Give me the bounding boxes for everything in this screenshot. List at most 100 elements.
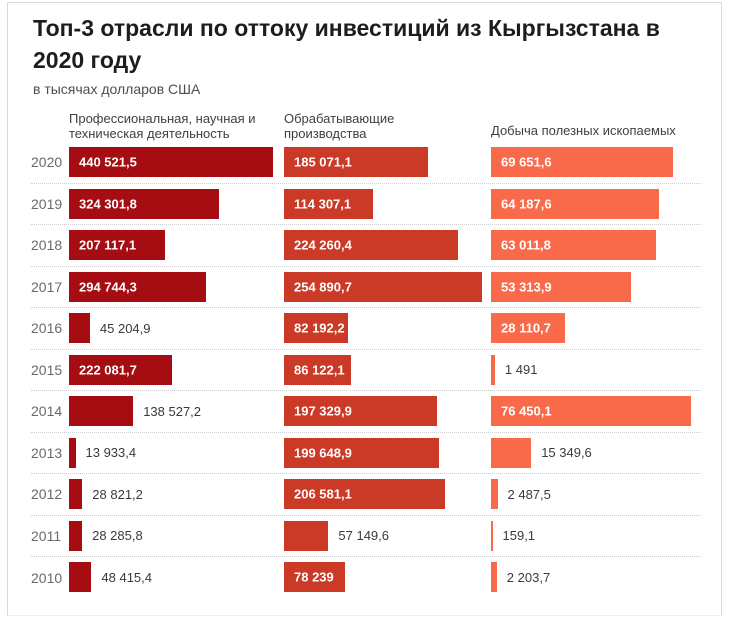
bar: 254 890,7 (284, 271, 482, 302)
value-label: 57 149,6 (338, 528, 389, 543)
bar: 199 648,9 (284, 437, 440, 468)
chart-row-2019: 2019 324 301,8 114 307,1 64 187,6 (31, 184, 701, 225)
value-label: 28 110,7 (501, 320, 551, 336)
bar (491, 562, 497, 592)
year-label: 2012 (31, 486, 63, 503)
value-label: 185 071,1 (294, 154, 352, 170)
value-label: 222 081,7 (79, 362, 137, 377)
chart-row-2010: 2010 48 415,4 78 239 2 203,7 (31, 557, 701, 599)
bar-cell: 15 349,6 (491, 437, 592, 468)
value-label: 254 890,7 (294, 279, 352, 294)
value-label: 206 581,1 (294, 486, 352, 502)
value-label: 15 349,6 (541, 445, 592, 460)
bar: 222 081,7 (69, 354, 172, 385)
bar: 78 239 (284, 562, 345, 592)
bar (69, 562, 92, 592)
column-header-manufacturing: Обрабатывающие производства (284, 111, 395, 141)
bar-cell: 82 192,2 (284, 313, 348, 343)
bar-cell: 159,1 (491, 520, 535, 551)
bar: 224 260,4 (284, 230, 459, 260)
bar: 324 301,8 (69, 188, 220, 219)
bar-cell: 28 285,8 (69, 520, 143, 551)
bar-cell: 13 933,4 (69, 437, 137, 468)
bar-cell: 197 329,9 (284, 396, 438, 426)
year-label: 2014 (31, 403, 63, 420)
bar-cell: 57 149,6 (284, 520, 389, 551)
value-label: 1 491 (504, 362, 538, 377)
bar-cell: 222 081,7 (69, 354, 172, 385)
value-label: 294 744,3 (79, 279, 137, 294)
bar-cell: 48 415,4 (69, 562, 152, 592)
bar-cell: 2 203,7 (491, 562, 550, 592)
bar: 185 071,1 (284, 147, 428, 177)
value-label: 440 521,5 (79, 154, 137, 170)
bar: 63 011,8 (491, 230, 656, 260)
bar: 197 329,9 (284, 396, 438, 426)
bar-cell: 224 260,4 (284, 230, 459, 260)
bar-cell: 63 011,8 (491, 230, 656, 260)
bar-cell: 254 890,7 (284, 271, 482, 302)
year-label: 2020 (31, 154, 63, 171)
bar-cell: 28 821,2 (69, 479, 143, 509)
value-label: 63 011,8 (501, 237, 551, 253)
value-label: 53 313,9 (501, 279, 552, 294)
bar-cell: 440 521,5 (69, 147, 273, 177)
bar-cell: 64 187,6 (491, 188, 659, 219)
value-label: 138 527,2 (143, 403, 202, 419)
value-label: 45 204,9 (99, 320, 151, 336)
bar-cell: 199 648,9 (284, 437, 440, 468)
bar-cell: 86 122,1 (284, 354, 351, 385)
value-label: 224 260,4 (294, 237, 352, 253)
bar: 64 187,6 (491, 188, 659, 219)
value-label: 82 192,2 (294, 320, 345, 336)
bar: 206 581,1 (284, 479, 445, 509)
bar (491, 354, 495, 385)
bar: 86 122,1 (284, 354, 351, 385)
chart-title: Топ-3 отрасли по оттоку инвестиций из Кы… (33, 15, 660, 73)
bar (69, 437, 76, 468)
chart-row-2017: 2017 294 744,3 254 890,7 53 313,9 (31, 267, 701, 308)
chart-subtitle: в тысячах долларов США (33, 81, 201, 97)
bar (491, 520, 493, 551)
value-label: 69 651,6 (501, 154, 552, 170)
bar-cell: 207 117,1 (69, 230, 165, 260)
value-label: 13 933,4 (85, 445, 137, 460)
bar (69, 520, 83, 551)
bar (491, 479, 498, 509)
year-label: 2019 (31, 195, 63, 212)
value-label: 86 122,1 (294, 362, 345, 377)
value-label: 207 117,1 (79, 237, 137, 253)
bar-cell: 78 239 (284, 562, 345, 592)
bar: 28 110,7 (491, 313, 565, 343)
chart-row-2018: 2018 207 117,1 224 260,4 63 011,8 (31, 225, 701, 267)
value-label: 2 203,7 (506, 569, 551, 585)
chart-row-2011: 2011 28 285,8 57 149,6 159,1 (31, 516, 701, 557)
bar-cell: 206 581,1 (284, 479, 445, 509)
chart-row-2020: 2020 440 521,5 185 071,1 69 651,6 (31, 142, 701, 184)
bar: 207 117,1 (69, 230, 165, 260)
bar-cell: 1 491 (491, 354, 538, 385)
column-headers: Профессиональная, научная и техническая … (69, 103, 714, 141)
year-label: 2013 (31, 444, 63, 461)
bar-cell: 2 487,5 (491, 479, 551, 509)
value-label: 197 329,9 (294, 403, 352, 419)
value-label: 324 301,8 (79, 196, 137, 211)
year-label: 2010 (31, 569, 63, 586)
value-label: 2 487,5 (507, 486, 551, 502)
bar: 82 192,2 (284, 313, 348, 343)
bar-cell: 28 110,7 (491, 313, 565, 343)
bar: 76 450,1 (491, 396, 691, 426)
bar (491, 437, 532, 468)
value-label: 76 450,1 (501, 403, 552, 419)
bar: 294 744,3 (69, 271, 206, 302)
bar (284, 520, 329, 551)
column-header-mining: Добыча полезных ископаемых (491, 123, 676, 138)
value-label: 28 285,8 (92, 528, 143, 543)
chart-row-2015: 2015 222 081,7 86 122,1 1 491 (31, 350, 701, 391)
bar: 114 307,1 (284, 188, 373, 219)
bar (69, 479, 83, 509)
bar-cell: 53 313,9 (491, 271, 631, 302)
value-label: 28 821,2 (92, 486, 143, 502)
value-label: 114 307,1 (294, 196, 352, 211)
